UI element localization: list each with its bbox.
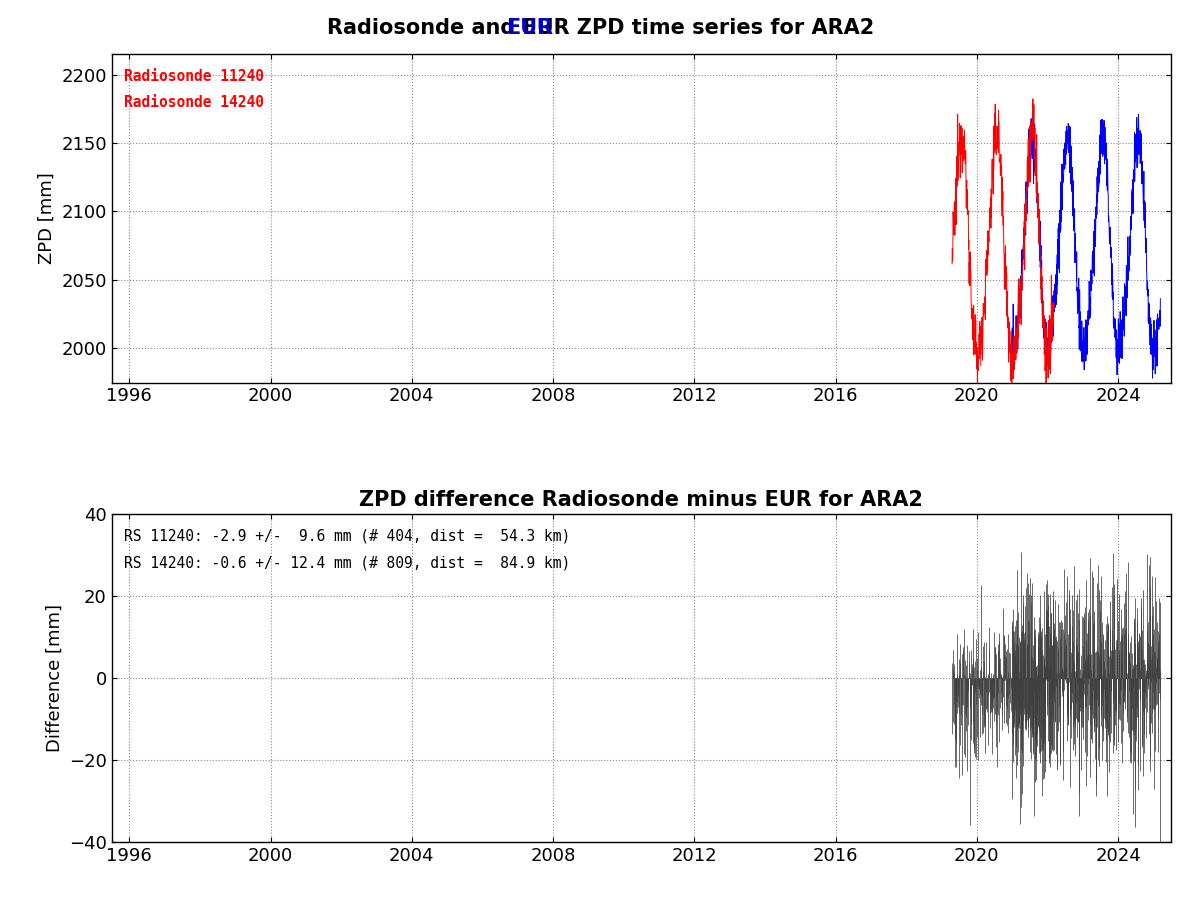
Text: RS 11240: -2.9 +/-  9.6 mm (# 404, dist =  54.3 km): RS 11240: -2.9 +/- 9.6 mm (# 404, dist =… (125, 529, 570, 543)
Text: Radiosonde 14240: Radiosonde 14240 (125, 96, 264, 110)
Text: Radiosonde 11240: Radiosonde 11240 (125, 68, 264, 84)
Y-axis label: ZPD [mm]: ZPD [mm] (37, 172, 55, 264)
Text: Radiosonde and EUR ZPD time series for ARA2: Radiosonde and EUR ZPD time series for A… (327, 18, 874, 38)
Text: RS 14240: -0.6 +/- 12.4 mm (# 809, dist =  84.9 km): RS 14240: -0.6 +/- 12.4 mm (# 809, dist … (125, 555, 570, 570)
Y-axis label: Difference [mm]: Difference [mm] (46, 605, 64, 752)
Title: ZPD difference Radiosonde minus EUR for ARA2: ZPD difference Radiosonde minus EUR for … (359, 489, 924, 510)
Text: EUR: EUR (506, 18, 552, 38)
